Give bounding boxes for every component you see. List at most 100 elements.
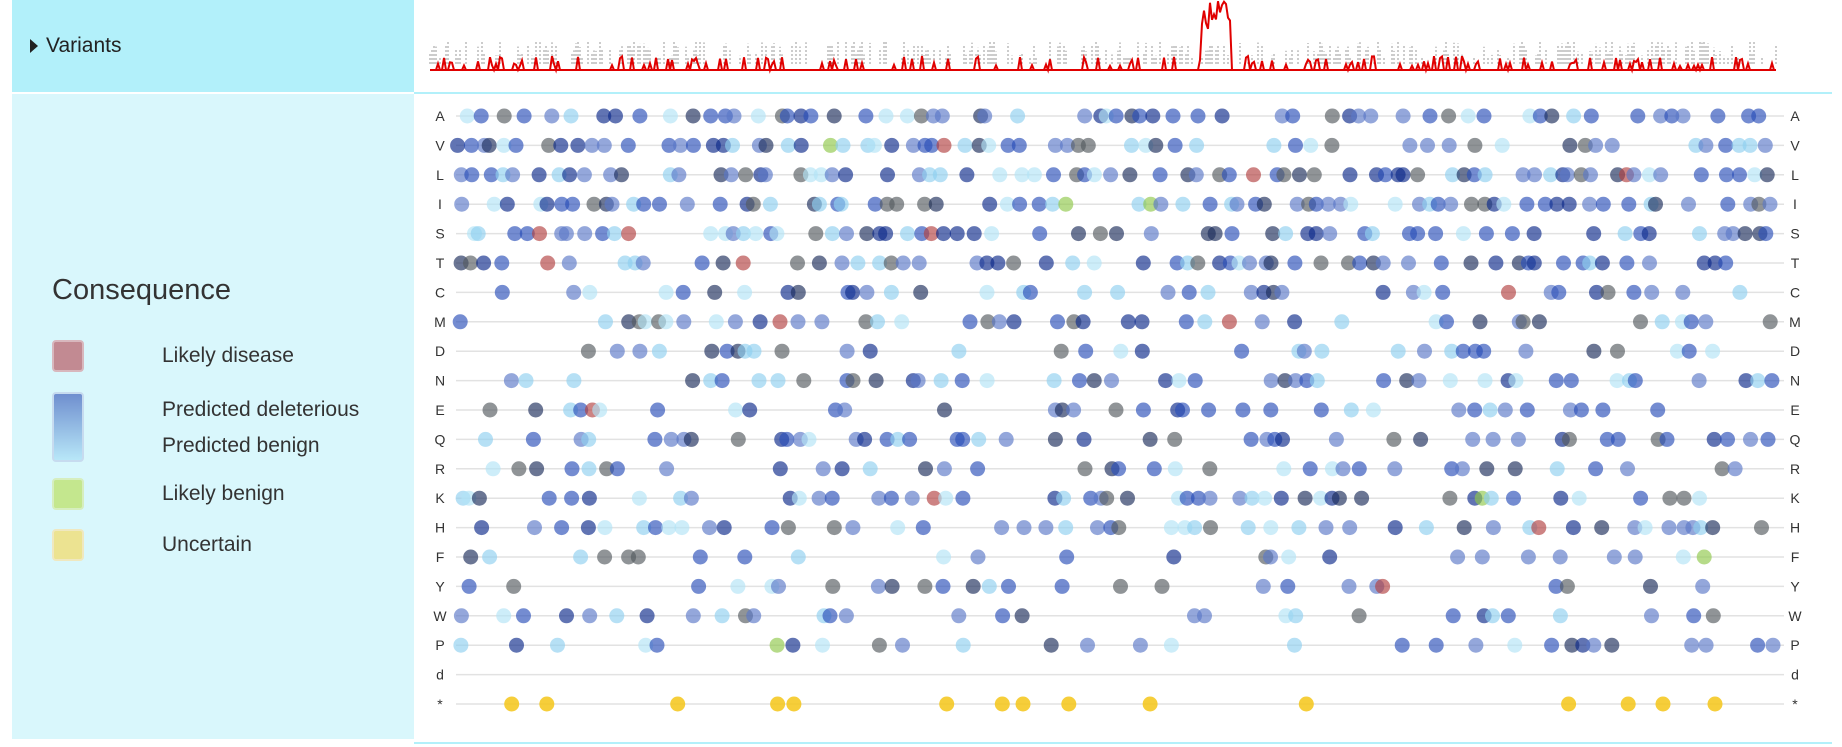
variant-dot: [1417, 343, 1432, 359]
variant-dot: [835, 137, 851, 153]
variant-dot: [649, 637, 665, 653]
variant-dot: [1750, 373, 1766, 389]
variant-dot: [838, 608, 854, 624]
variant-dot: [1165, 108, 1181, 124]
variant-dot: [570, 137, 586, 153]
variant-dot: [850, 255, 866, 271]
variant-dot: [636, 520, 652, 536]
row-label-right: W: [1788, 608, 1802, 624]
variant-dot: [1354, 490, 1370, 506]
variant-dot: [1275, 431, 1290, 447]
variant-dot: [1000, 137, 1016, 153]
variant-dot: [742, 402, 758, 418]
variant-dot: [730, 578, 746, 594]
variant-dot: [1738, 373, 1754, 389]
variant-dot: [1428, 314, 1444, 330]
row-label-left: S: [435, 226, 444, 242]
variant-dot: [1263, 549, 1278, 565]
variant-dot: [1627, 549, 1643, 565]
variant-dot: [1764, 373, 1780, 389]
variant-dot: [1014, 167, 1030, 183]
variant-dot: [1054, 402, 1070, 418]
variant-dot: [1387, 461, 1403, 477]
variant-dot: [1111, 461, 1127, 477]
variant-dot: [471, 490, 487, 506]
variant-dot: [1532, 108, 1548, 124]
variant-dot: [485, 461, 501, 477]
variant-dot: [1428, 637, 1444, 653]
variant-dot: [1038, 520, 1054, 536]
variant-dot: [1483, 490, 1499, 506]
variant-dot: [750, 108, 766, 124]
variant-dot: [1720, 431, 1735, 447]
variant-dot: [1076, 431, 1092, 447]
variant-dot: [1617, 226, 1633, 242]
variant-dot: [661, 520, 677, 536]
variant-dot: [1488, 255, 1504, 271]
variant-dot: [1242, 255, 1257, 271]
variant-dot: [1416, 284, 1432, 300]
variant-dot: [482, 549, 498, 565]
variant-dot: [1306, 167, 1322, 183]
variant-dot: [1641, 226, 1657, 242]
variant-dot: [1644, 284, 1660, 300]
variant-dot: [934, 108, 950, 124]
variant-dot: [917, 196, 933, 212]
variant-dot: [770, 696, 786, 712]
variant-dot: [936, 461, 952, 477]
variant-dot: [685, 608, 701, 624]
variant-dot: [1627, 520, 1643, 536]
variant-dot: [977, 108, 993, 124]
variant-dot: [1146, 461, 1162, 477]
variant-dot: [1113, 343, 1129, 359]
variant-dot: [1257, 490, 1273, 506]
variant-dot: [1595, 402, 1611, 418]
variant-dot: [839, 343, 855, 359]
variant-dot: [1078, 343, 1094, 359]
variant-dot: [866, 137, 882, 153]
variants-label: Variants: [46, 34, 122, 57]
variant-dot: [1526, 255, 1542, 271]
variant-dot: [1179, 490, 1195, 506]
variant-dot: [1544, 108, 1560, 124]
variant-dot: [1287, 255, 1303, 271]
variant-dot: [713, 167, 729, 183]
variant-dot: [1278, 226, 1294, 242]
variant-dot: [1103, 167, 1119, 183]
variant-dot: [1464, 196, 1479, 212]
variant-dot: [1132, 637, 1148, 653]
variant-dot: [1158, 373, 1174, 389]
variant-dot: [1500, 608, 1516, 624]
variant-dot: [955, 431, 971, 447]
variant-dot: [1234, 343, 1250, 359]
variant-dot: [659, 461, 675, 477]
variant-dot: [1086, 167, 1102, 183]
variant-dot: [1705, 520, 1721, 536]
variant-dot: [715, 255, 731, 271]
variant-dot: [1765, 637, 1781, 653]
variant-dot: [1043, 637, 1059, 653]
variant-dot: [553, 137, 569, 153]
variant-dot: [803, 108, 819, 124]
variants-toggle[interactable]: Variants: [30, 34, 121, 58]
variant-dot: [1655, 696, 1671, 712]
variant-dot: [1313, 402, 1329, 418]
legend-label: Likely benign: [162, 482, 285, 505]
row-label-left: V: [435, 137, 445, 153]
variant-dot: [620, 137, 636, 153]
likely-disease-swatch: [52, 340, 84, 372]
variant-dot: [506, 578, 522, 594]
variant-dot: [586, 196, 602, 212]
variant-dot: [1287, 637, 1302, 653]
variant-dot: [1450, 549, 1466, 565]
variant-dot: [1108, 108, 1124, 124]
variant-dot: [494, 284, 510, 300]
variant-dot: [1047, 137, 1063, 153]
variant-dot: [990, 255, 1006, 271]
variant-dot: [725, 137, 740, 153]
variant-dot: [703, 373, 719, 389]
row-label-right: M: [1789, 314, 1801, 330]
variant-dot: [1454, 461, 1470, 477]
variant-dot: [1621, 196, 1637, 212]
variant-dot: [751, 373, 767, 389]
